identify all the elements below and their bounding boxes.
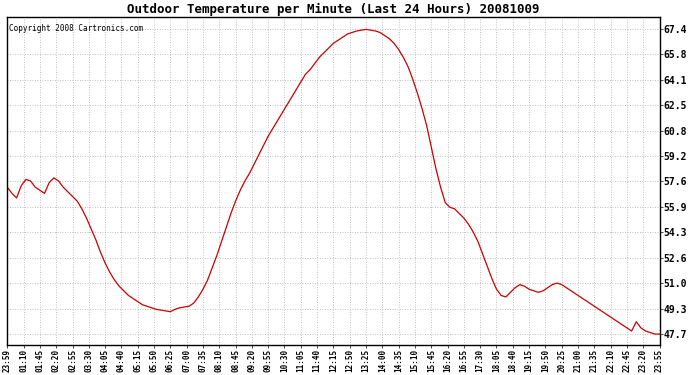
Title: Outdoor Temperature per Minute (Last 24 Hours) 20081009: Outdoor Temperature per Minute (Last 24 … [127,3,540,16]
Text: Copyright 2008 Cartronics.com: Copyright 2008 Cartronics.com [9,24,144,33]
